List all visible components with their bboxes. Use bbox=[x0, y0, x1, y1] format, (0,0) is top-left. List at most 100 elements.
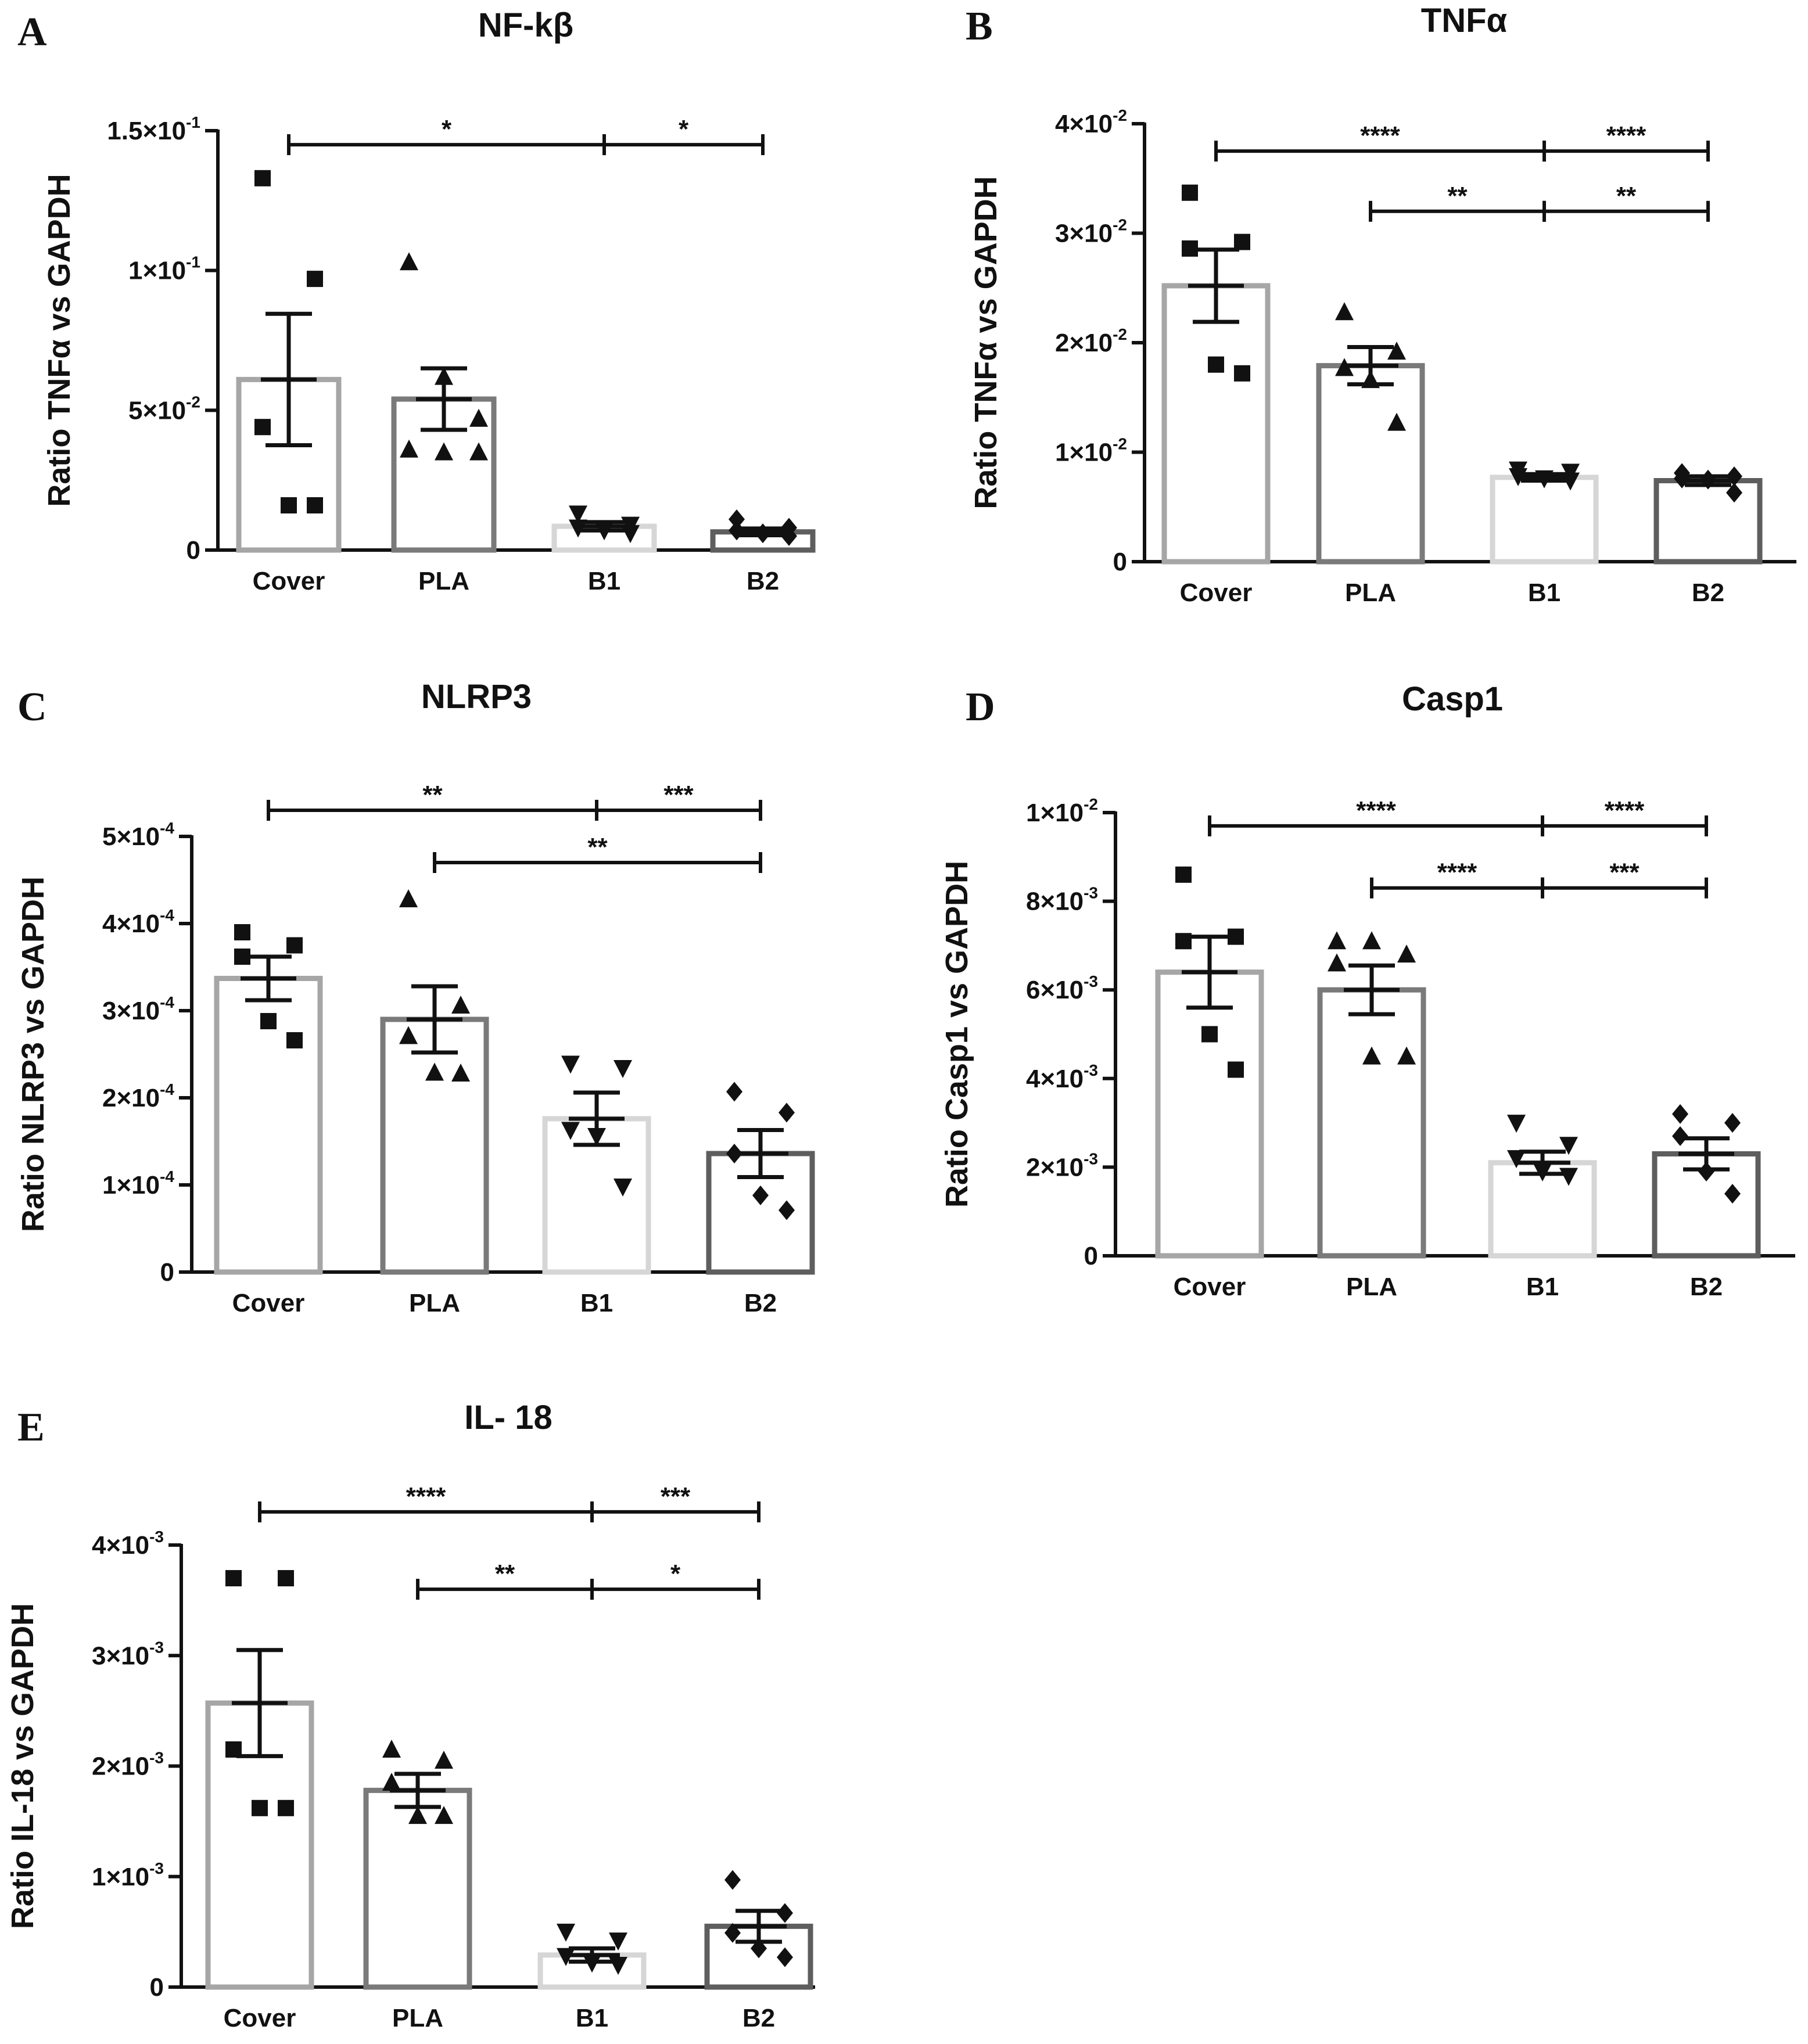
data-point bbox=[1175, 866, 1192, 883]
data-point bbox=[278, 1799, 294, 1816]
data-point bbox=[583, 1955, 601, 1973]
significance-label: ** bbox=[1447, 182, 1468, 210]
data-point bbox=[569, 505, 587, 524]
x-tick-label: Cover bbox=[224, 2004, 296, 2032]
data-point bbox=[425, 1062, 444, 1081]
x-tick-label: B1 bbox=[588, 567, 620, 595]
data-point bbox=[1561, 472, 1580, 491]
y-axis-label: Ratio TNFα vs GAPDH bbox=[968, 176, 1003, 509]
y-tick-label: 0 bbox=[1084, 1242, 1098, 1270]
data-point bbox=[307, 497, 323, 513]
x-tick-label: Cover bbox=[1174, 1273, 1246, 1301]
data-point bbox=[1397, 944, 1416, 963]
y-tick-label: 3×10-2 bbox=[1055, 216, 1127, 248]
y-tick-label: 2×10-2 bbox=[1055, 325, 1127, 357]
x-tick-label: Cover bbox=[232, 1289, 305, 1317]
data-point bbox=[1362, 1046, 1381, 1065]
y-tick-label: 4×10-2 bbox=[1055, 106, 1127, 138]
panel-letter: A bbox=[17, 10, 47, 55]
data-point bbox=[614, 1060, 632, 1078]
data-point bbox=[726, 1082, 742, 1102]
y-tick-label: 5×10-2 bbox=[128, 393, 200, 425]
data-point bbox=[779, 1200, 795, 1220]
data-point bbox=[1700, 469, 1716, 490]
data-point bbox=[1559, 1168, 1578, 1186]
data-point bbox=[1182, 184, 1198, 201]
significance-label: **** bbox=[1605, 796, 1645, 825]
data-point bbox=[587, 1128, 606, 1146]
data-point bbox=[435, 442, 453, 461]
significance-label: ** bbox=[1616, 182, 1637, 210]
bar-PLA bbox=[380, 1016, 489, 1275]
panel-A: A NF-kβ Ratio TNFα vs GAPDH 0 5×10-2 1×10-1 1.… bbox=[17, 6, 816, 595]
data-point bbox=[1387, 342, 1406, 360]
panel-E: E IL- 18 Ratio IL-18 vs GAPDH 0 1×10-3 2×10-3… bbox=[5, 1399, 815, 2032]
data-point bbox=[726, 1144, 742, 1163]
bar-Cover bbox=[1161, 283, 1271, 565]
data-point bbox=[1182, 240, 1198, 257]
data-point bbox=[621, 525, 640, 544]
x-tick-label: B1 bbox=[1528, 579, 1561, 607]
x-tick-label: Cover bbox=[253, 567, 325, 595]
data-point bbox=[609, 1932, 627, 1951]
data-point bbox=[1672, 1104, 1688, 1124]
significance-label: ** bbox=[587, 833, 608, 861]
x-tick-label: PLA bbox=[418, 567, 469, 595]
data-point bbox=[1328, 953, 1346, 972]
data-point bbox=[561, 1055, 580, 1074]
data-point bbox=[435, 1750, 453, 1769]
y-tick-label: 4×10-3 bbox=[1026, 1061, 1098, 1093]
y-axis-label: Ratio NLRP3 vs GAPDH bbox=[16, 876, 51, 1232]
data-point bbox=[1362, 931, 1381, 950]
y-tick-label: 0 bbox=[160, 1258, 174, 1287]
data-point bbox=[254, 419, 271, 436]
data-point bbox=[1397, 1046, 1416, 1065]
data-point bbox=[1335, 358, 1354, 376]
x-tick-label: PLA bbox=[1346, 1273, 1397, 1301]
significance-label: ** bbox=[422, 781, 443, 809]
data-point bbox=[779, 1102, 795, 1123]
panel-D: D Casp1 Ratio Casp1 vs GAPDH 0 2×10-3 4×10-3 6… bbox=[939, 680, 1795, 1301]
chart-title: Casp1 bbox=[1402, 680, 1503, 718]
chart-title: NF-kβ bbox=[478, 6, 573, 44]
significance-label: **** bbox=[1437, 858, 1477, 887]
data-point bbox=[724, 1870, 741, 1890]
data-point bbox=[1361, 370, 1380, 389]
panel-letter: D bbox=[966, 685, 995, 730]
x-tick-label: PLA bbox=[1345, 579, 1396, 607]
bar-Cover bbox=[1155, 969, 1264, 1259]
panel-letter: C bbox=[17, 685, 47, 730]
significance-label: *** bbox=[663, 781, 694, 809]
data-point bbox=[1208, 356, 1224, 373]
y-tick-label: 5×10-4 bbox=[102, 819, 174, 851]
panel-B: B TNFα Ratio TNFα vs GAPDH 0 1×10-2 2×10-2 3×1… bbox=[966, 2, 1796, 607]
data-point bbox=[557, 1923, 575, 1942]
y-tick-label: 0 bbox=[186, 536, 200, 565]
significance-label: *** bbox=[1609, 858, 1640, 887]
data-point bbox=[1175, 933, 1192, 950]
data-point bbox=[1672, 1126, 1688, 1146]
bar-PLA bbox=[1316, 363, 1425, 565]
data-point bbox=[408, 1806, 427, 1824]
data-point bbox=[225, 1570, 242, 1587]
data-point bbox=[1234, 234, 1250, 250]
significance-label: * bbox=[670, 1560, 681, 1588]
y-tick-label: 1×10-3 bbox=[92, 1859, 164, 1891]
bar-PLA bbox=[1317, 987, 1426, 1259]
data-point bbox=[1698, 1162, 1714, 1182]
data-point bbox=[755, 523, 771, 544]
data-point bbox=[399, 889, 418, 907]
data-point bbox=[569, 519, 587, 538]
data-point bbox=[1724, 1184, 1741, 1204]
chart-title: TNFα bbox=[1421, 2, 1508, 39]
panel-C: C NLRP3 Ratio NLRP3 vs GAPDH 0 1×10-4 2×10-4 3… bbox=[16, 678, 815, 1317]
x-tick-label: B2 bbox=[747, 567, 779, 595]
data-point bbox=[286, 1032, 303, 1048]
data-point bbox=[777, 1947, 793, 1967]
data-point bbox=[281, 497, 297, 513]
data-point bbox=[382, 1739, 401, 1758]
y-tick-label: 1×10-2 bbox=[1026, 795, 1098, 827]
data-point bbox=[729, 509, 745, 530]
x-tick-label: B1 bbox=[576, 2004, 608, 2032]
